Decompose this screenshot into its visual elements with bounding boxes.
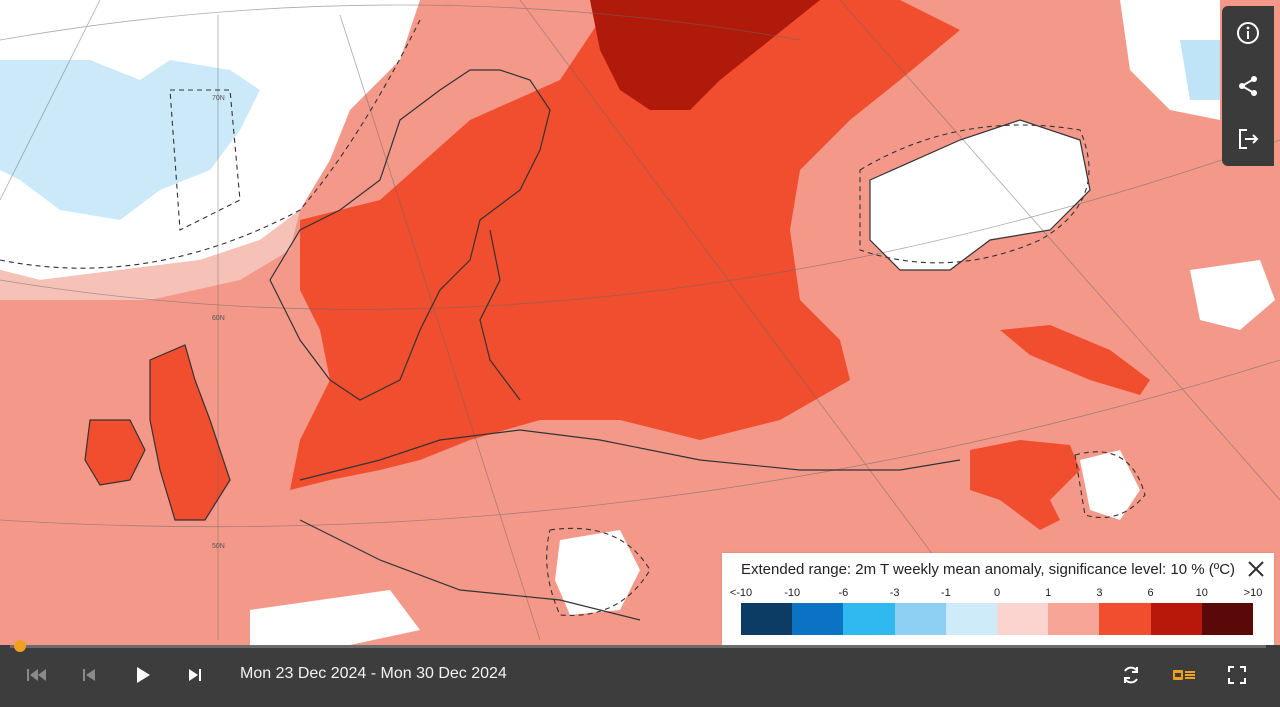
legend-tick-label: >10 (1243, 587, 1263, 599)
legend-bin (1150, 603, 1202, 635)
legend-tick-label: -1 (940, 587, 951, 599)
skip-to-start-button[interactable] (20, 661, 54, 689)
lat-label-60n: 60N (212, 315, 225, 322)
next-frame-button[interactable] (178, 661, 212, 689)
legend-color-bar (741, 603, 1254, 635)
step-forward-icon (189, 669, 201, 681)
legend-tick-label: 10 (1195, 587, 1208, 599)
legend-tick-label: <-10 (729, 587, 753, 599)
legend-bin (1201, 603, 1254, 635)
fullscreen-icon (1228, 666, 1246, 684)
step-back-icon (83, 669, 95, 681)
legend-ticks: <-10 -10 -6 -3 -1 0 1 3 6 10 >10 (722, 587, 1274, 601)
fullscreen-button[interactable] (1220, 661, 1254, 689)
legend-bin (843, 603, 895, 635)
lat-label-50n: 50N (212, 543, 225, 550)
date-range-label: Mon 23 Dec 2024 - Mon 30 Dec 2024 (240, 665, 507, 682)
loop-button[interactable] (1114, 661, 1148, 689)
skip-start-icon (27, 669, 46, 681)
legend-toggle-icon (1173, 670, 1195, 680)
legend-tick-label: -3 (889, 587, 900, 599)
close-icon (1248, 561, 1264, 577)
legend-bin (1048, 603, 1100, 635)
lat-label-70n: 70N (212, 95, 225, 102)
legend-tick-label: 1 (1045, 587, 1052, 599)
info-icon (1237, 21, 1259, 44)
anomaly-map[interactable]: 70N 60N 50N (0, 0, 1280, 645)
legend-bin (1099, 603, 1151, 635)
share-button[interactable] (1228, 66, 1268, 106)
legend-close-button[interactable] (1244, 557, 1268, 581)
map-toolbar (1222, 6, 1274, 166)
export-icon (1239, 129, 1259, 150)
legend-bin (741, 603, 793, 635)
legend-tick-label: 3 (1096, 587, 1103, 599)
info-button[interactable] (1228, 13, 1268, 53)
share-icon (1239, 75, 1257, 96)
legend-bin (894, 603, 946, 635)
legend-tick-label: 6 (1147, 587, 1154, 599)
legend-bin (792, 603, 844, 635)
timeline-track[interactable] (10, 640, 1266, 652)
legend-title: Extended range: 2m T weekly mean anomaly… (741, 561, 1236, 578)
legend-toggle-button[interactable] (1167, 661, 1201, 689)
play-button[interactable] (126, 661, 160, 689)
play-icon (137, 667, 150, 683)
legend-panel: Extended range: 2m T weekly mean anomaly… (722, 553, 1274, 645)
legend-tick-label: -6 (838, 587, 849, 599)
map-canvas: 70N 60N 50N (0, 0, 1280, 645)
legend-tick-label: -10 (784, 587, 801, 599)
export-button[interactable] (1228, 119, 1268, 159)
loop-icon (1124, 666, 1138, 684)
legend-tick-label: 0 (993, 587, 1001, 599)
legend-bin (945, 603, 998, 635)
legend-bin (997, 603, 1049, 635)
timeline-knob[interactable] (14, 640, 26, 652)
playback-bar: Mon 23 Dec 2024 - Mon 30 Dec 2024 (0, 640, 1280, 707)
previous-frame-button[interactable] (72, 661, 106, 689)
